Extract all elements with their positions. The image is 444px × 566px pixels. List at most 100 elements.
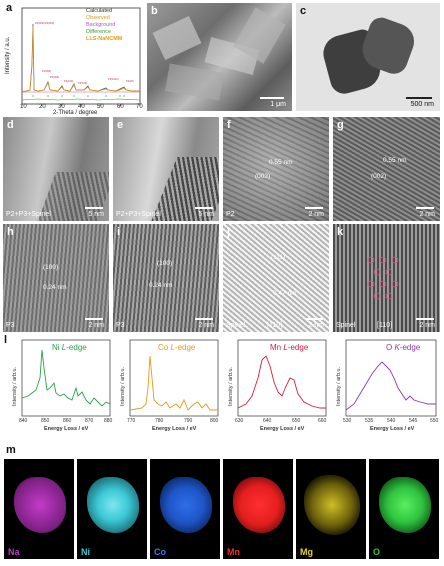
xrd-xtick: 60 (117, 104, 124, 110)
eels-ni: Ni L-edge Intensity / arb.u. 840 850 860… (10, 338, 112, 438)
element-label: O (373, 547, 381, 557)
eds-map-mn: Mn (223, 459, 293, 559)
hrtem-image-i: (100) 0.24 nm P3 2 nm (113, 224, 219, 332)
hrtem-image-e: P2+P3+Spinel 5 nm (113, 117, 219, 221)
eels-xlabel: Energy Loss / eV (44, 426, 89, 432)
xrd-chart: P2(002)/P3(003) P2(004) P3(006) P2(100) … (21, 7, 141, 106)
eels-ylabel: Intensity / arb.u. (228, 366, 234, 406)
scale-label: 2 nm (88, 322, 104, 329)
eds-map-na: Na (4, 459, 74, 559)
svg-text:P2(100): P2(100) (64, 79, 73, 83)
panel-label-f: f (227, 119, 231, 131)
plane-label: (100) (157, 260, 173, 267)
plane-label: (002) (255, 173, 271, 180)
phase-label: Spinel (226, 322, 246, 329)
xtick: 770 (127, 418, 136, 424)
hrtem-image-k: Spinel [110] 2 nm (333, 224, 440, 332)
eels-title: O K-edge (386, 343, 421, 352)
svg-text:P2(00): P2(00) (126, 79, 134, 83)
xtick: 790 (184, 418, 193, 424)
zone-axis-label: [110] (377, 322, 393, 329)
eds-map-co: Co (150, 459, 220, 559)
xtick: 870 (85, 418, 94, 424)
panel-label-k: k (337, 226, 344, 238)
xtick: 540 (387, 418, 396, 424)
xtick: 840 (19, 418, 28, 424)
hrtem-image-j: (111) 0.47 nm Spinel [110] 2 nm (223, 224, 329, 332)
svg-text:P2(102): P2(102) (78, 81, 87, 85)
scale-label: 2 nm (419, 211, 435, 218)
scale-bar (416, 207, 434, 209)
plane-label: (002) (371, 173, 387, 180)
eels-title: Co L-edge (158, 343, 196, 352)
scale-label: 2 nm (198, 322, 214, 329)
xtick: 850 (41, 418, 50, 424)
element-label: Na (8, 547, 20, 557)
xrd-ylabel: Intensity / a.u. (5, 36, 11, 74)
eds-map-ni: Ni (77, 459, 147, 559)
scale-bar (260, 97, 284, 99)
scale-bar (195, 207, 213, 209)
panel-label-g: g (337, 119, 344, 131)
eels-title: Mn L-edge (270, 343, 309, 352)
xrd-legend-difference: Difference (86, 29, 111, 35)
phase-label: P3 (116, 322, 125, 329)
panel-label-d: d (7, 119, 14, 131)
svg-text:P2(002)/P3(003): P2(002)/P3(003) (35, 21, 54, 25)
panel-label-a: a (6, 2, 13, 14)
xtick: 880 (104, 418, 113, 424)
element-label: Mg (300, 547, 313, 557)
phase-label: P3 (6, 322, 15, 329)
xtick: 535 (365, 418, 374, 424)
eels-xlabel: Energy Loss / eV (370, 426, 415, 432)
scale-label: 5 nm (88, 211, 104, 218)
scale-label: 1 μm (270, 101, 286, 108)
phase-label: Spinel (336, 322, 356, 329)
svg-text:P3(006): P3(006) (50, 75, 59, 79)
eels-mn: Mn L-edge Intensity / arb.u. 630 640 650… (226, 338, 328, 438)
xrd-xtick: 30 (58, 104, 65, 110)
eels-co: Co L-edge Intensity / arb.u. 770 780 790… (118, 338, 220, 438)
xrd-xlabel: 2-Theta / degree (53, 110, 98, 116)
scale-label: 2 nm (308, 211, 324, 218)
xtick: 530 (343, 418, 352, 424)
svg-text:P3(1010): P3(1010) (108, 77, 119, 81)
panel-label-c: c (300, 5, 307, 17)
xtick: 660 (318, 418, 327, 424)
panel-label-l: l (4, 334, 8, 346)
panel-label-i: i (117, 226, 121, 238)
eels-title: Ni L-edge (52, 343, 87, 352)
eels-ylabel: Intensity / arb.u. (120, 366, 126, 406)
scale-label: 2 nm (308, 322, 324, 329)
xrd-xtick: 20 (39, 104, 46, 110)
d-spacing-label: 0.24 nm (149, 282, 173, 289)
d-spacing-label: 0.24 nm (43, 284, 67, 291)
phase-label: P2 (226, 211, 235, 218)
svg-text:P2(004): P2(004) (42, 69, 51, 73)
panel-label-h: h (7, 226, 14, 238)
xtick: 650 (292, 418, 301, 424)
eels-xlabel: Energy Loss / eV (152, 426, 197, 432)
xtick: 630 (235, 418, 244, 424)
d-spacing-label: 0.55 nm (269, 159, 293, 166)
xtick: 860 (63, 418, 72, 424)
scale-bar (406, 97, 432, 99)
xrd-plot: P2(002)/P3(003) P2(004) P3(006) P2(100) … (5, 4, 143, 118)
element-label: Co (154, 547, 166, 557)
xrd-xtick: 50 (97, 104, 104, 110)
phase-label: P2+P3+Spinel (6, 211, 51, 218)
hrtem-image-g: 0.55 nm (002) 2 nm (333, 117, 440, 221)
eels-xlabel: Energy Loss / eV (260, 426, 305, 432)
panel-label-j: j (227, 226, 231, 238)
sem-image: 1 μm (147, 3, 292, 111)
panel-label-m: m (6, 444, 16, 456)
xrd-legend-background: Background (86, 22, 116, 28)
d-spacing-label: 0.55 nm (383, 157, 407, 164)
eds-map-mg: Mg (296, 459, 366, 559)
hrtem-image-f: 0.55 nm (002) P2 2 nm (223, 117, 329, 221)
scale-bar (195, 318, 213, 320)
d-spacing-label: 0.47 nm (273, 290, 297, 297)
eels-ylabel: Intensity / arb.u. (336, 366, 342, 406)
panel-label-e: e (117, 119, 124, 131)
scale-label: 2 nm (419, 322, 435, 329)
